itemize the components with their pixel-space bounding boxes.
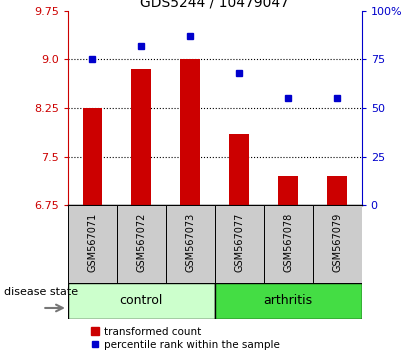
Text: disease state: disease state (4, 287, 78, 297)
Bar (166, 205, 215, 283)
Text: arthritis: arthritis (263, 295, 313, 307)
Bar (313, 205, 362, 283)
Text: GSM567077: GSM567077 (234, 213, 244, 272)
Text: GSM567072: GSM567072 (136, 213, 146, 272)
Bar (328, 176, 347, 205)
Bar (278, 176, 298, 205)
Bar (117, 205, 166, 283)
Bar (68, 205, 117, 283)
Title: GDS5244 / 10479047: GDS5244 / 10479047 (140, 0, 289, 10)
Text: GSM567079: GSM567079 (332, 213, 342, 272)
Bar (229, 134, 249, 205)
Bar (215, 205, 264, 283)
Bar (83, 108, 102, 205)
Bar (215, 283, 362, 319)
Legend: transformed count, percentile rank within the sample: transformed count, percentile rank withi… (88, 324, 283, 353)
Bar (180, 59, 200, 205)
Text: GSM567071: GSM567071 (87, 213, 97, 272)
Bar (264, 205, 313, 283)
Bar (132, 69, 151, 205)
Text: GSM567073: GSM567073 (185, 213, 195, 272)
Text: GSM567078: GSM567078 (283, 213, 293, 272)
Bar (68, 283, 215, 319)
Text: control: control (120, 295, 163, 307)
